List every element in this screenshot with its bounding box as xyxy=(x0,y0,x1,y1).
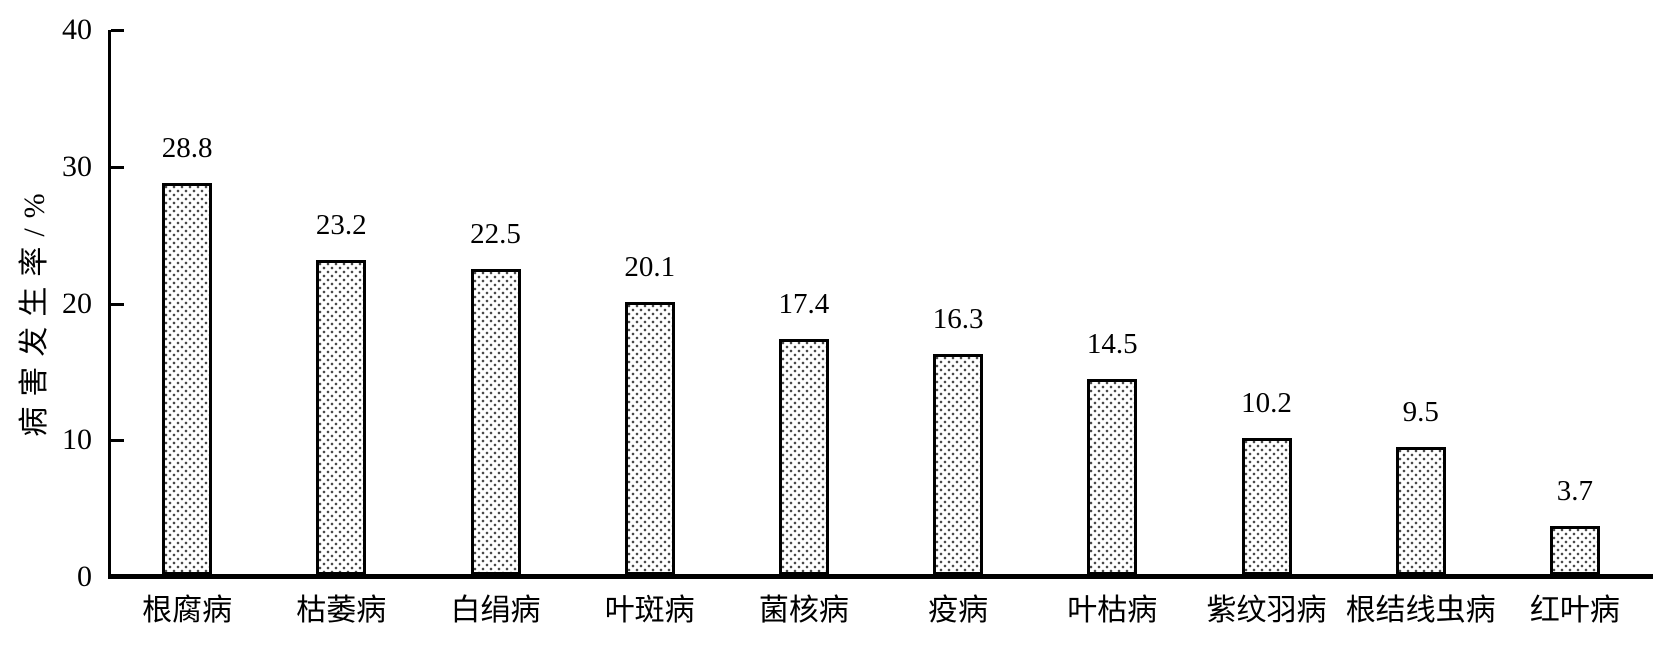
bar-value-label-2: 23.2 xyxy=(315,208,367,241)
bar-value-label-3: 22.5 xyxy=(470,218,521,251)
x-axis-category-label-3: 白绢病 xyxy=(450,594,541,627)
x-axis-line xyxy=(108,574,1653,579)
bar-5 xyxy=(778,339,829,575)
x-axis-category-label-5: 菌核病 xyxy=(758,594,849,627)
bar-value-label-4: 20.1 xyxy=(624,251,676,284)
y-axis-tick-20 xyxy=(111,302,124,306)
bar-7 xyxy=(1087,378,1138,575)
x-axis-category-label-8: 紫纹羽病 xyxy=(1206,594,1327,627)
x-axis-category-label-7: 叶枯病 xyxy=(1067,594,1158,627)
bar-1 xyxy=(162,183,213,575)
bar-10 xyxy=(1549,526,1600,575)
bar-value-label-9: 9.5 xyxy=(1402,396,1439,429)
bar-3 xyxy=(470,269,521,575)
y-axis-tick-40 xyxy=(111,29,124,32)
y-axis-tick-label-30: 30 xyxy=(62,149,92,183)
bar-6 xyxy=(933,354,984,575)
y-axis-tick-label-20: 20 xyxy=(62,286,92,320)
x-axis-category-label-1: 根腐病 xyxy=(142,594,233,627)
bar-value-label-5: 17.4 xyxy=(778,288,830,321)
bar-2 xyxy=(316,259,367,575)
bar-4 xyxy=(624,302,675,575)
y-axis-tick-label-0: 0 xyxy=(77,560,92,593)
y-axis-tick-30 xyxy=(111,165,124,169)
bar-8 xyxy=(1241,437,1292,575)
y-axis-tick-label-40: 40 xyxy=(62,13,92,46)
bar-value-label-10: 3.7 xyxy=(1556,475,1594,508)
x-axis-category-label-6: 疫病 xyxy=(928,594,989,627)
bar-value-label-7: 14.5 xyxy=(1086,327,1138,360)
bar-9 xyxy=(1395,447,1446,575)
x-axis-category-label-4: 叶斑病 xyxy=(604,594,695,627)
x-axis-category-label-9: 根结线虫病 xyxy=(1345,594,1496,627)
bar-value-label-8: 10.2 xyxy=(1241,386,1292,419)
y-axis-tick-label-10: 10 xyxy=(62,423,92,457)
bar-value-label-6: 16.3 xyxy=(932,303,984,336)
bar-value-label-1: 28.8 xyxy=(161,132,213,165)
y-axis-line xyxy=(108,30,111,579)
y-axis-tick-10 xyxy=(111,439,124,443)
x-axis-category-label-2: 枯萎病 xyxy=(296,594,387,627)
x-axis-category-label-10: 红叶病 xyxy=(1529,594,1620,627)
